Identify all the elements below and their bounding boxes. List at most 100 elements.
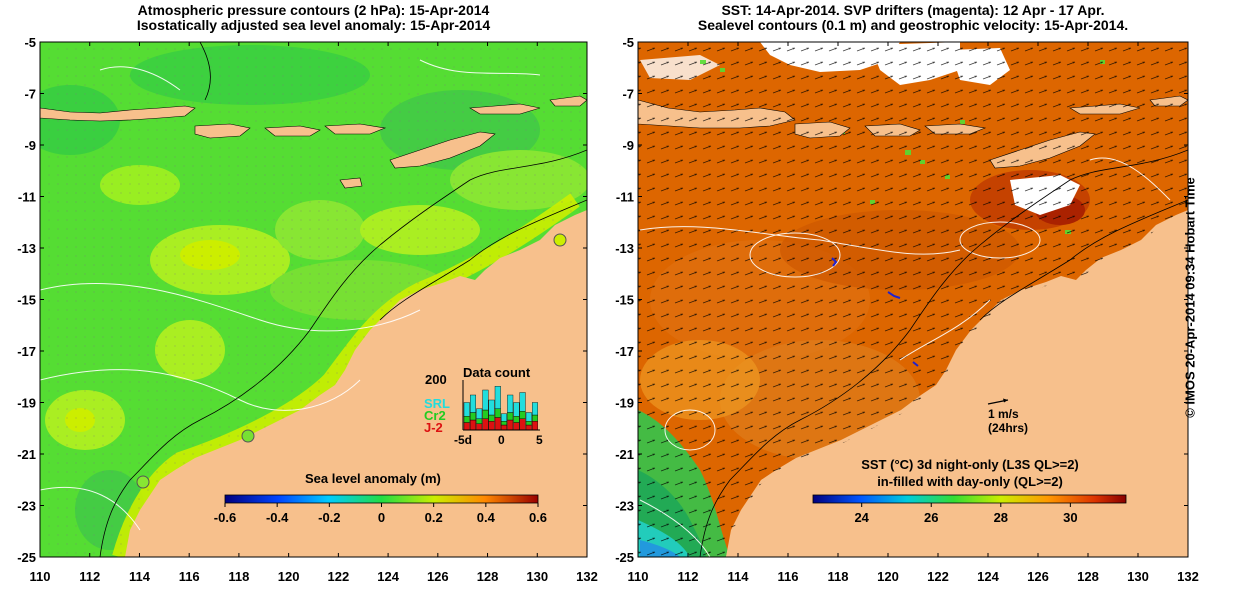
lat-tick-label: -17	[17, 344, 36, 359]
lon-tick-label: 114	[728, 569, 750, 584]
lon-tick-label: 112	[79, 569, 100, 584]
legend-j2: J-2	[424, 420, 443, 435]
data-count-bar-segment	[525, 424, 532, 431]
lon-tick-label: 118	[228, 569, 249, 584]
lat-tick-label: -11	[18, 190, 36, 205]
lat-tick-label: -5	[24, 35, 36, 50]
data-count-bar-segment	[501, 424, 508, 431]
data-count-bar-segment	[476, 408, 483, 419]
data-count-bar-segment	[513, 416, 520, 423]
data-count-bar-segment	[463, 422, 470, 431]
scale-arrow-sublabel: (24hrs)	[988, 421, 1028, 435]
right-axis-ticks: -5 -7 -9 -11 -13 -15 -17 -19 -21 -23 -25 110 112 114 1…	[615, 35, 1199, 584]
lat-tick-label: -23	[17, 499, 36, 514]
data-count-bar-segment	[470, 419, 477, 431]
data-count-bar-segment	[507, 419, 514, 431]
lat-tick-label: -25	[615, 550, 634, 565]
data-count-bar-segment	[482, 389, 489, 411]
svp-drifter-track	[887, 291, 901, 299]
lon-tick-label: 130	[526, 569, 548, 584]
colorbar-tick-label: 0.4	[477, 510, 496, 525]
tide-gauge-marker	[241, 429, 255, 443]
data-count-bar-segment	[488, 414, 495, 422]
lat-tick-label: -5	[622, 35, 634, 50]
data-count-bar-segment	[488, 421, 495, 431]
lon-tick-label: 110	[628, 569, 649, 584]
colorbar-tick-label: -0.2	[318, 510, 340, 525]
data-count-bar-segment	[519, 418, 526, 431]
lat-tick-label: -21	[615, 447, 634, 462]
bathymetry-contours-left	[99, 42, 587, 557]
data-count-bar-segment	[501, 413, 508, 422]
right-title-line1: SST: 14-Apr-2014. SVP drifters (magenta)…	[721, 2, 1105, 18]
lon-tick-label: 128	[1077, 569, 1099, 584]
lat-tick-label: -17	[615, 344, 634, 359]
data-count-bar-segment	[525, 412, 532, 422]
lon-tick-label: 112	[678, 569, 699, 584]
colorbar-tick-label: 24	[854, 510, 869, 525]
data-count-bar-segment	[519, 392, 526, 412]
velocity-scale-arrow: 1 m/s (24hrs)	[987, 398, 1028, 435]
left-sea-level-map	[40, 42, 587, 557]
lon-tick-label: 126	[1027, 569, 1049, 584]
copyright-timestamp: © IMOS 20-Apr-2014 09:34 Hobart Time	[1182, 177, 1198, 418]
lon-tick-label: 110	[30, 569, 51, 584]
sst-colorbar: SST (°C) 3d night-only (L3S QL>=2) in-fi…	[812, 457, 1127, 525]
colorbar-tick-label: 26	[924, 510, 938, 525]
sst-colorbar-title-line1: SST (°C) 3d night-only (L3S QL>=2)	[861, 457, 1079, 472]
timor-island-left	[389, 131, 496, 169]
legend-srl: SRL	[424, 396, 450, 411]
colorbar-tick-label: 0	[378, 510, 385, 525]
data-count-bar-segment	[482, 418, 489, 431]
data-count-bar-segment	[463, 402, 470, 417]
data-count-bars	[463, 386, 539, 431]
lon-tick-label: 124	[977, 569, 999, 584]
data-count-title: Data count	[463, 365, 531, 380]
lat-tick-label: -9	[622, 138, 634, 153]
data-count-bar-segment	[513, 422, 520, 431]
lon-tick-label: 132	[1177, 569, 1199, 584]
lon-tick-label: 126	[427, 569, 449, 584]
right-title-line2: Sealevel contours (0.1 m) and geostrophi…	[697, 17, 1129, 33]
left-axis-ticks: -5 -7 -9 -11 -13 -15 -17 -19 -21 -23 -25 110 112 114 1…	[17, 35, 598, 584]
lat-tick-label: -25	[17, 550, 36, 565]
data-count-bar-segment	[463, 416, 470, 423]
legend-cr2: Cr2	[424, 408, 446, 423]
bathymetry-contours-right	[699, 149, 1188, 557]
right-map-title: SST: 14-Apr-2014. SVP drifters (magenta)…	[638, 2, 1188, 33]
lat-tick-label: -23	[615, 499, 634, 514]
left-map-title: Atmospheric pressure contours (2 hPa): 1…	[40, 2, 587, 33]
data-count-bar-segment	[470, 412, 477, 421]
data-count-bar-segment	[525, 421, 532, 426]
lat-tick-label: -13	[17, 241, 36, 256]
colorbar-tick-label: 28	[994, 510, 1008, 525]
data-count-bar-segment	[513, 402, 520, 417]
sst-colorbar-title-line2: in-filled with day-only (QL>=2)	[877, 474, 1063, 489]
data-count-bar-segment	[482, 409, 489, 419]
lat-tick-label: -19	[17, 396, 36, 411]
colorbar-tick-label: 30	[1063, 510, 1077, 525]
pressure-contours	[40, 59, 541, 531]
java-island-left	[40, 105, 196, 122]
data-count-bar-segment	[532, 421, 539, 431]
lon-tick-label: 130	[1127, 569, 1149, 584]
colorbar-tick-label: 0.2	[425, 510, 443, 525]
lon-tick-label: 124	[377, 569, 399, 584]
svp-drifter-track	[912, 361, 919, 367]
lon-tick-label: 128	[477, 569, 499, 584]
lon-tick-label: 116	[778, 569, 799, 584]
sla-colorbar-title: Sea level anomaly (m)	[305, 471, 441, 486]
right-sst-map	[638, 42, 1188, 557]
left-title-line2: Isostatically adjusted sea level anomaly…	[136, 17, 491, 33]
data-count-bar-segment	[494, 417, 501, 431]
lat-tick-label: -9	[24, 138, 36, 153]
data-count-xtick-end: 5	[536, 433, 543, 447]
data-count-bar-segment	[532, 414, 539, 422]
colorbar-tick-label: -0.6	[214, 510, 236, 525]
lon-tick-label: 122	[328, 569, 350, 584]
data-count-bar-segment	[494, 386, 501, 409]
lon-tick-label: 120	[278, 569, 300, 584]
colorbar-tick-label: -0.4	[266, 510, 289, 525]
lon-tick-label: 122	[927, 569, 949, 584]
lon-tick-label: 132	[576, 569, 598, 584]
